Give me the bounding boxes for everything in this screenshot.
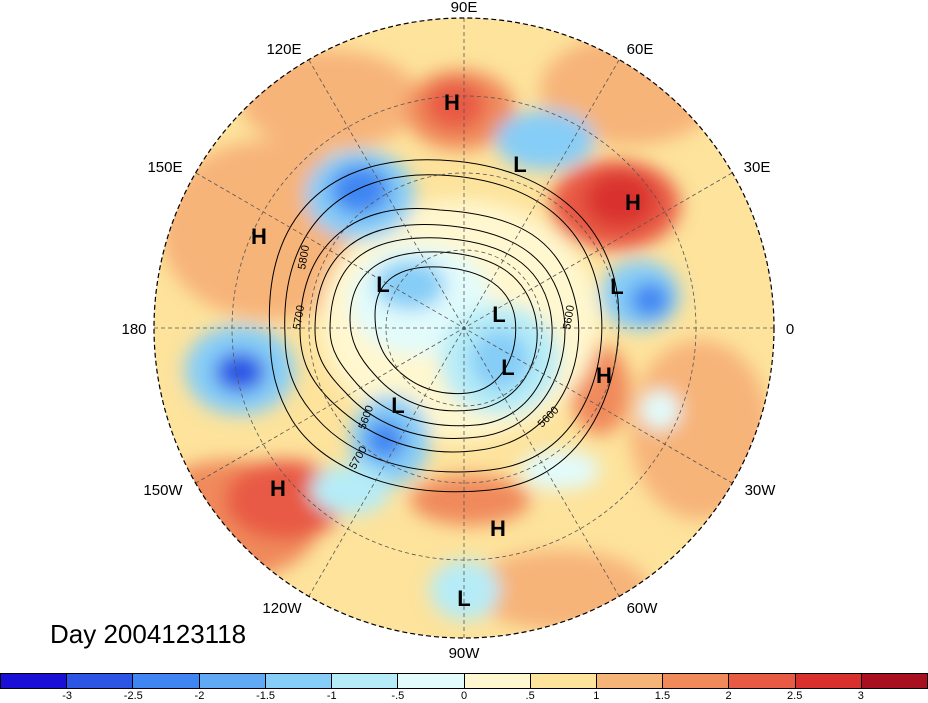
- colorbar-swatches: [0, 673, 928, 689]
- contour-label: 5600: [561, 304, 577, 330]
- colorbar-swatch: [530, 674, 597, 688]
- pressure-center-label: H: [444, 90, 460, 115]
- pressure-center-label: H: [625, 190, 641, 215]
- colorbar-tick-label: 1.5: [654, 690, 671, 702]
- pressure-center-label: H: [596, 363, 612, 388]
- colorbar-swatch: [795, 674, 862, 688]
- lon-label-60e: 60E: [627, 41, 654, 58]
- lon-label-60w: 60W: [627, 600, 659, 617]
- lon-label-120e: 120E: [266, 41, 301, 58]
- graticule: [154, 18, 774, 638]
- colorbar-tick-label: -2.5: [123, 690, 143, 702]
- colorbar-ticks: -3 -2.5 -2 -1.5 -1 -.5 0 .5 1 1.5 2 2.5 3: [0, 689, 928, 703]
- lon-label-150w: 150W: [143, 482, 183, 499]
- lon-label-90w: 90W: [449, 645, 481, 662]
- colorbar-swatch: [398, 674, 465, 688]
- pressure-center-label: H: [490, 516, 506, 541]
- colorbar: -3 -2.5 -2 -1.5 -1 -.5 0 .5 1 1.5 2 2.5 3: [0, 673, 928, 702]
- colorbar-swatch: [596, 674, 664, 688]
- colorbar-tick-label: 0: [460, 690, 468, 702]
- contour-label: 5700: [291, 304, 307, 330]
- colorbar-tick-label: 2.5: [787, 690, 803, 702]
- pressure-center-label: L: [501, 355, 514, 380]
- lon-label-150e: 150E: [147, 159, 182, 176]
- polar-stereographic-map: 90E 60E 30E 0 30W 60W 90W 120W 150W 180 …: [121, 0, 794, 662]
- colorbar-tick-label: 2: [725, 690, 732, 702]
- pressure-center-label: L: [457, 586, 470, 611]
- map-boundary: [153, 17, 775, 639]
- colorbar-tick-label: 1: [593, 690, 600, 702]
- colorbar-swatch: [133, 674, 200, 688]
- pressure-center-label: L: [513, 152, 526, 177]
- colorbar-swatch: [663, 674, 730, 688]
- pressure-center-label: L: [492, 302, 505, 327]
- colorbar-swatch: [199, 674, 266, 688]
- pressure-center-label: H: [270, 476, 286, 501]
- lon-label-30w: 30W: [745, 482, 777, 499]
- contour-label: 5800: [296, 244, 312, 270]
- pressure-center-label: L: [391, 393, 404, 418]
- colorbar-tick-label: 3: [857, 690, 864, 702]
- colorbar-swatch: [729, 674, 796, 688]
- lon-label-120w: 120W: [262, 600, 302, 617]
- colorbar-swatch: [67, 674, 134, 688]
- colorbar-swatch: [464, 674, 531, 688]
- lon-label-180: 180: [121, 321, 146, 338]
- timestamp-caption: Day 2004123118: [50, 619, 247, 649]
- lon-label-30e: 30E: [744, 159, 771, 176]
- colorbar-tick-label: -3: [62, 690, 73, 702]
- colorbar-swatch: [1, 674, 68, 688]
- colorbar-tick-label: -2: [194, 690, 205, 702]
- pressure-center-label: L: [610, 274, 623, 299]
- colorbar-swatch: [861, 674, 928, 688]
- colorbar-tick-label: -.5: [391, 690, 405, 702]
- colorbar-tick-label: .5: [525, 690, 535, 702]
- pressure-center-label: H: [251, 224, 267, 249]
- colorbar-swatch: [332, 674, 399, 688]
- colorbar-tick-label: -1.5: [256, 690, 276, 702]
- lon-label-90e: 90E: [451, 0, 478, 16]
- lon-label-0: 0: [786, 321, 794, 338]
- colorbar-tick-label: -1: [326, 690, 337, 702]
- colorbar-swatch: [265, 674, 333, 688]
- pressure-center-label: L: [376, 272, 389, 297]
